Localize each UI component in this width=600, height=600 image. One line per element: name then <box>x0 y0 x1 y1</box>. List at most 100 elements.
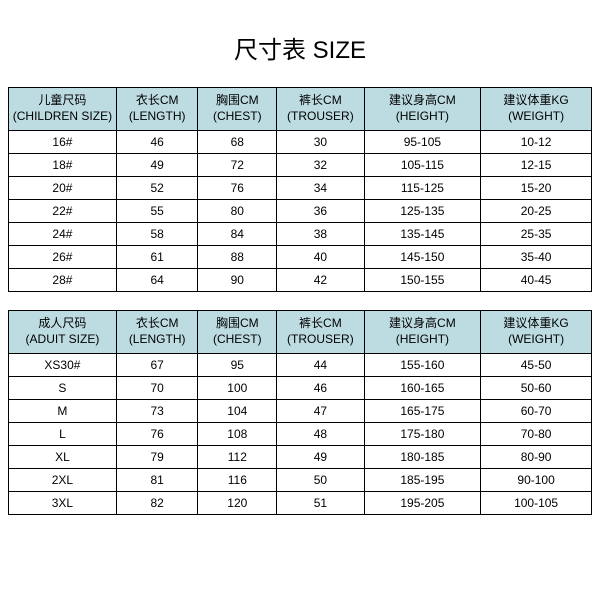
cell: 165-175 <box>364 400 481 423</box>
cell: 150-155 <box>364 269 481 292</box>
col-label-en: (HEIGHT) <box>365 109 481 125</box>
cell: 52 <box>116 177 198 200</box>
table-row: M7310447165-17560-70 <box>9 400 592 423</box>
cell: 48 <box>277 423 364 446</box>
col-label-en: (TROUSER) <box>277 109 363 125</box>
cell: 67 <box>116 354 198 377</box>
cell: 28# <box>9 269 117 292</box>
table-row: 3XL8212051195-205100-105 <box>9 492 592 515</box>
cell: 81 <box>116 469 198 492</box>
cell: 100-105 <box>481 492 592 515</box>
cell: 68 <box>198 131 277 154</box>
col-header: 裤长CM (TROUSER) <box>277 311 364 354</box>
col-label-cn: 衣长CM <box>117 93 198 109</box>
col-header: 胸围CM (CHEST) <box>198 311 277 354</box>
cell: 120 <box>198 492 277 515</box>
col-header: 建议体重KG (WEIGHT) <box>481 311 592 354</box>
cell: 125-135 <box>364 200 481 223</box>
cell: 40-45 <box>481 269 592 292</box>
cell: 16# <box>9 131 117 154</box>
cell: L <box>9 423 117 446</box>
cell: 95 <box>198 354 277 377</box>
table-row: S7010046160-16550-60 <box>9 377 592 400</box>
cell: 36 <box>277 200 364 223</box>
cell: 90-100 <box>481 469 592 492</box>
cell: 45-50 <box>481 354 592 377</box>
cell: 18# <box>9 154 117 177</box>
col-label-en: (ADUIT SIZE) <box>9 332 116 348</box>
cell: 180-185 <box>364 446 481 469</box>
cell: 70 <box>116 377 198 400</box>
table-row: L7610848175-18070-80 <box>9 423 592 446</box>
col-label-cn: 胸围CM <box>198 93 276 109</box>
col-header: 成人尺码 (ADUIT SIZE) <box>9 311 117 354</box>
cell: 61 <box>116 246 198 269</box>
cell: 3XL <box>9 492 117 515</box>
cell: 60-70 <box>481 400 592 423</box>
col-label-en: (WEIGHT) <box>481 109 591 125</box>
cell: 38 <box>277 223 364 246</box>
cell: 30 <box>277 131 364 154</box>
col-label-cn: 儿童尺码 <box>9 93 116 109</box>
cell: 195-205 <box>364 492 481 515</box>
cell: 25-35 <box>481 223 592 246</box>
col-header: 建议体重KG (WEIGHT) <box>481 88 592 131</box>
cell: 12-15 <box>481 154 592 177</box>
col-header: 儿童尺码 (CHILDREN SIZE) <box>9 88 117 131</box>
col-label-en: (TROUSER) <box>277 332 363 348</box>
cell: 185-195 <box>364 469 481 492</box>
cell: S <box>9 377 117 400</box>
col-header: 衣长CM (LENGTH) <box>116 311 198 354</box>
col-header: 裤长CM (TROUSER) <box>277 88 364 131</box>
cell: 46 <box>116 131 198 154</box>
cell: 15-20 <box>481 177 592 200</box>
cell: 79 <box>116 446 198 469</box>
table-row: 16#46683095-10510-12 <box>9 131 592 154</box>
cell: 26# <box>9 246 117 269</box>
children-size-table: 儿童尺码 (CHILDREN SIZE) 衣长CM (LENGTH) 胸围CM … <box>8 87 592 292</box>
cell: 135-145 <box>364 223 481 246</box>
cell: 116 <box>198 469 277 492</box>
cell: 76 <box>198 177 277 200</box>
col-label-cn: 建议身高CM <box>365 93 481 109</box>
cell: 20# <box>9 177 117 200</box>
col-label-en: (CHEST) <box>198 109 276 125</box>
table-row: XL7911249180-18580-90 <box>9 446 592 469</box>
cell: 95-105 <box>364 131 481 154</box>
cell: 155-160 <box>364 354 481 377</box>
cell: 105-115 <box>364 154 481 177</box>
cell: 34 <box>277 177 364 200</box>
cell: 82 <box>116 492 198 515</box>
cell: 112 <box>198 446 277 469</box>
cell: XL <box>9 446 117 469</box>
table-row: 22#558036125-13520-25 <box>9 200 592 223</box>
cell: 20-25 <box>481 200 592 223</box>
cell: 175-180 <box>364 423 481 446</box>
cell: 47 <box>277 400 364 423</box>
cell: 145-150 <box>364 246 481 269</box>
cell: 58 <box>116 223 198 246</box>
cell: 90 <box>198 269 277 292</box>
cell: 22# <box>9 200 117 223</box>
cell: 80-90 <box>481 446 592 469</box>
cell: XS30# <box>9 354 117 377</box>
col-label-cn: 胸围CM <box>198 316 276 332</box>
col-header: 衣长CM (LENGTH) <box>116 88 198 131</box>
cell: 115-125 <box>364 177 481 200</box>
table-row: 18#497232105-11512-15 <box>9 154 592 177</box>
cell: 88 <box>198 246 277 269</box>
cell: 160-165 <box>364 377 481 400</box>
col-label-en: (LENGTH) <box>117 332 198 348</box>
cell: 80 <box>198 200 277 223</box>
cell: 108 <box>198 423 277 446</box>
table-row: 20#527634115-12515-20 <box>9 177 592 200</box>
cell: 104 <box>198 400 277 423</box>
cell: 72 <box>198 154 277 177</box>
cell: 42 <box>277 269 364 292</box>
cell: 73 <box>116 400 198 423</box>
page-title: 尺寸表 SIZE <box>8 30 592 65</box>
cell: 51 <box>277 492 364 515</box>
cell: 55 <box>116 200 198 223</box>
col-label-en: (HEIGHT) <box>365 332 481 348</box>
table-row: 24#588438135-14525-35 <box>9 223 592 246</box>
